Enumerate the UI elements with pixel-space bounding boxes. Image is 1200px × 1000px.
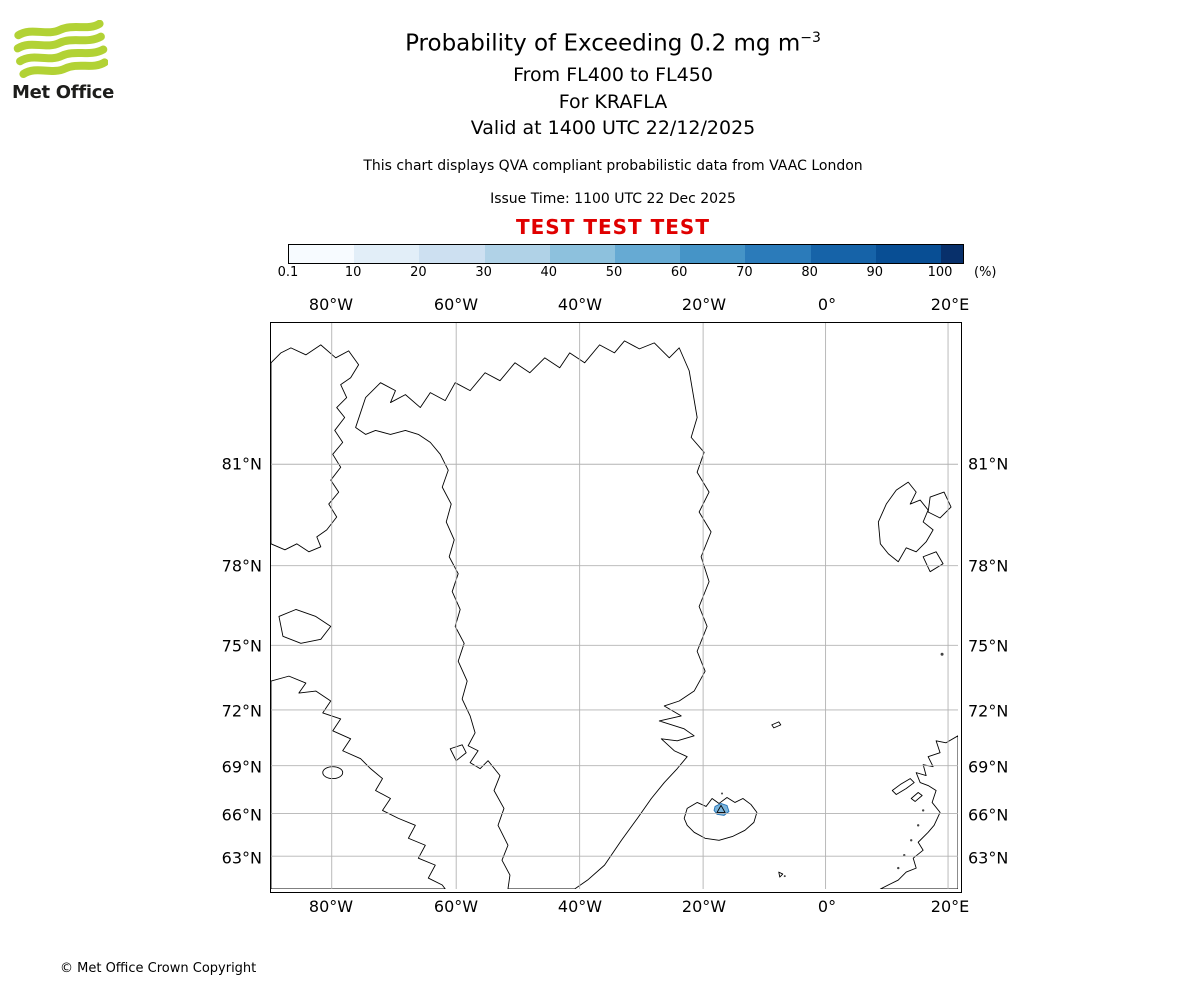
lat-label-right: 75°N [968,636,1009,656]
colorbar: 0.1 10 20 30 40 50 60 70 80 90 100 (%) [278,244,1008,288]
edgeoya-coastline [922,551,944,573]
greenland-coastline [355,340,712,889]
lon-label-bottom: 60°W [433,897,479,916]
colorbar-segment [940,245,963,263]
coastal-islet [921,809,925,812]
iceland-coastline [683,797,758,841]
disko-island-coastline [449,744,467,762]
chart-title-exponent: −3 [800,30,821,46]
colorbar-segment [680,245,746,263]
lat-label-right: 72°N [968,701,1009,721]
coastal-islet [916,824,920,827]
copyright-notice: © Met Office Crown Copyright [60,961,257,976]
colorbar-tick-label: 90 [866,265,884,280]
lat-label-left: 69°N [221,757,262,777]
colorbar-tick-label: 0.1 [277,265,299,280]
svalbard-coastline [877,481,934,563]
coastal-islet [910,839,913,842]
coastal-islet [897,866,900,870]
vesteralen-island-coastline [910,792,923,802]
grimsey-islet [721,792,724,795]
lon-label-top: 0° [817,295,837,314]
baffin-lake-outline [322,766,344,780]
ellesmere-island-coastline [271,344,360,553]
issue-time: Issue Time: 1100 UTC 22 Dec 2025 [490,191,736,207]
colorbar-segment [354,245,420,263]
colorbar-ticks: 0.1 10 20 30 40 50 60 70 80 90 100 [278,265,962,283]
lat-label-left: 66°N [221,805,262,825]
lon-label-top: 80°W [308,295,354,314]
lon-label-bottom: 40°W [557,897,603,916]
qva-note: This chart displays QVA compliant probab… [363,158,863,174]
colorbar-tick-label: 30 [475,265,492,280]
volcano-marker-icon [716,804,726,813]
lat-label-left: 75°N [221,636,262,656]
colorbar-tick-label: 50 [605,265,623,280]
volcano-name-line: For KRAFLA [558,91,668,113]
colorbar-segment [419,245,485,263]
chart-title: Probability of Exceeding 0.2 mg m−3 [26,30,1200,57]
colorbar-segment [614,245,681,263]
lat-label-left: 81°N [221,454,262,474]
lofoten-islands-coastline [891,778,915,795]
lon-label-bottom: 20°E [930,897,970,916]
colorbar-scale [288,244,964,264]
colorbar-segment [745,245,811,263]
colorbar-segment [549,245,615,263]
lat-label-left: 78°N [221,556,262,576]
colorbar-segment [875,245,941,263]
gridlines-layer [271,323,958,889]
met-office-logo-text: Met Office [12,82,115,103]
lon-label-bottom: 0° [817,897,837,916]
colorbar-segment [810,245,876,263]
nordaustlandet-coastline [927,491,952,519]
lat-label-left: 63°N [221,848,262,868]
lon-label-top: 20°W [681,295,727,314]
lat-label-right: 78°N [968,556,1009,576]
jan-mayen-coastline [771,721,782,729]
lon-label-bottom: 20°W [681,897,727,916]
faroe-islands-coastline [778,871,784,878]
lat-label-right: 81°N [968,454,1009,474]
lon-label-bottom: 80°W [308,897,354,916]
colorbar-segment [289,245,355,263]
colorbar-tick-label: 40 [540,265,558,280]
lon-label-top: 20°E [930,295,970,314]
met-office-logo: Met Office [12,19,122,103]
colorbar-unit: (%) [974,265,997,280]
logo-wave-stripe [14,19,104,40]
met-office-logo-icon [13,19,109,78]
colorbar-tick-label: 70 [736,265,753,280]
test-banner: TEST TEST TEST [516,215,710,239]
flight-level-range: From FL400 to FL450 [513,64,713,86]
chart-title-text: Probability of Exceeding 0.2 mg m [405,30,801,57]
lat-label-left: 72°N [221,701,262,721]
colorbar-segment [484,245,550,263]
colorbar-tick-label: 60 [670,265,688,280]
logo-wave-stripe [13,32,105,53]
colorbar-tick-label: 10 [344,265,362,280]
map-panel [270,322,962,893]
baffin-island-coastline [271,675,446,889]
bear-island-islet [940,652,944,656]
valid-time-line: Valid at 1400 UTC 22/12/2025 [470,117,756,139]
coastlines-layer [271,340,958,889]
devon-island-coastline [278,609,332,644]
colorbar-tick-label: 80 [801,265,818,280]
colorbar-tick-label: 100 [927,265,953,280]
logo-wave-stripe [19,58,109,78]
lon-label-top: 40°W [557,295,603,314]
lon-label-top: 60°W [433,295,479,314]
islets-layer [721,652,944,878]
colorbar-tick-label: 20 [410,265,427,280]
logo-wave-stripe [16,45,108,66]
lat-label-right: 69°N [968,757,1009,777]
lat-label-right: 63°N [968,848,1009,868]
lat-label-right: 66°N [968,805,1009,825]
norway-coastline [879,735,958,889]
faroe-islet [783,875,786,878]
map-canvas [271,323,958,889]
